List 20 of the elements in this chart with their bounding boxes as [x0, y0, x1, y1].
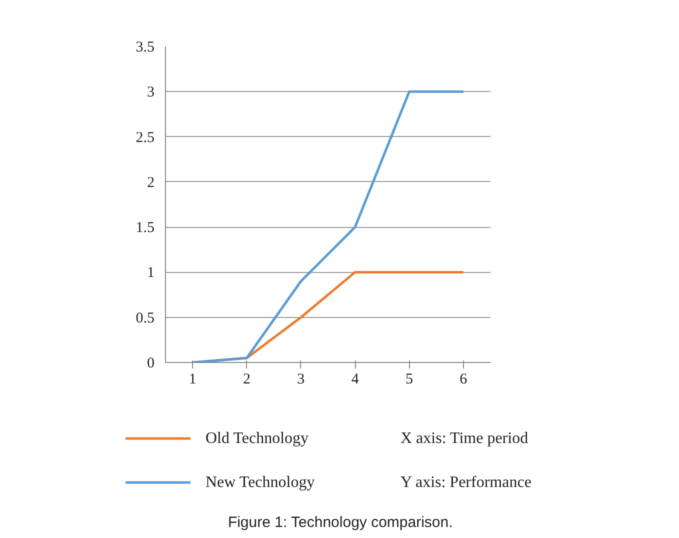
y-tick-label: 0 — [147, 356, 154, 372]
x-tick-label: 3 — [297, 372, 305, 388]
x-tick-label: 5 — [406, 372, 413, 388]
y-tick-label: 1.5 — [136, 220, 154, 236]
line-series — [191, 90, 465, 362]
y-tick-label: 0.5 — [136, 310, 154, 326]
y-tick-label: 2.5 — [136, 130, 154, 146]
text: X axis: Time period — [400, 430, 528, 447]
legend-label: New Technology — [206, 474, 315, 491]
x-tick-label: 1 — [188, 372, 196, 388]
y-tick-label: 1 — [147, 265, 154, 282]
text: Y axis: Performance — [400, 474, 532, 491]
y-tick-label: 3 — [147, 84, 154, 101]
caption: Figure 1: Technology comparison. — [228, 514, 453, 531]
x-tick-label: 4 — [351, 372, 360, 388]
legend-label: Old Technology — [206, 430, 309, 447]
y-tick-label: 3.5 — [136, 40, 154, 56]
y-tick-label: 2 — [147, 174, 154, 191]
x-tick-label: 6 — [460, 372, 468, 388]
x-tick-label: 2 — [243, 372, 250, 388]
